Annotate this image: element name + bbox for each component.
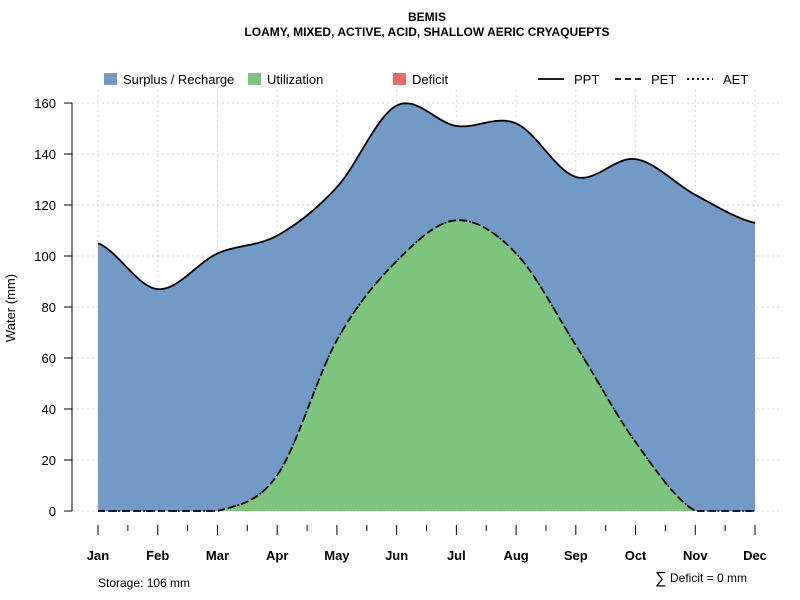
legend-label: Utilization xyxy=(267,72,323,87)
pet-line xyxy=(98,219,755,512)
legend-swatch xyxy=(393,73,406,85)
utilization-area xyxy=(98,220,755,511)
legend-swatch xyxy=(104,73,117,85)
deficit-note: Deficit = 0 mm xyxy=(670,571,747,585)
chart-areas xyxy=(98,103,755,512)
chart-legend: Surplus / Recharge Utilization Deficit PPT P… xyxy=(104,72,748,87)
x-tick-label: Oct xyxy=(625,548,647,563)
legend-label: Deficit xyxy=(412,72,449,87)
x-tick-label: Dec xyxy=(743,548,767,563)
y-tick-label: 140 xyxy=(34,147,56,162)
x-tick-label: Mar xyxy=(206,548,229,563)
y-tick-label: 120 xyxy=(34,198,56,213)
x-tick-label: Jul xyxy=(447,548,466,563)
y-tick-label: 40 xyxy=(42,402,56,417)
y-tick-label: 60 xyxy=(42,351,56,366)
legend-label: Surplus / Recharge xyxy=(123,72,234,87)
y-axis: 0 20 40 60 80 100 120 140 160 xyxy=(34,96,73,519)
legend-label: PPT xyxy=(574,72,599,87)
deficit-sigma-icon: ∑ xyxy=(655,570,666,587)
x-tick-label: Aug xyxy=(503,548,528,563)
ppt-line xyxy=(97,102,756,291)
x-tick-label: Apr xyxy=(266,548,288,563)
storage-note: Storage: 106 mm xyxy=(98,576,190,590)
chart-title: BEMIS xyxy=(408,10,446,24)
x-tick-label: Nov xyxy=(683,548,708,563)
chart-lines xyxy=(97,102,756,512)
y-tick-label: 160 xyxy=(34,96,56,111)
x-axis: Jan Feb Mar Apr May Jun Jul Aug Sep Oct Nov Dec xyxy=(87,525,767,563)
x-tick-label: Jan xyxy=(87,548,109,563)
x-tick-label: Sep xyxy=(564,548,588,563)
x-tick-label: Feb xyxy=(146,548,169,563)
y-tick-label: 0 xyxy=(49,504,56,519)
y-tick-label: 20 xyxy=(42,453,56,468)
legend-swatch xyxy=(248,73,261,85)
x-tick-label: Jun xyxy=(385,548,408,563)
x-tick-label: May xyxy=(324,548,350,563)
y-tick-label: 80 xyxy=(42,300,56,315)
y-tick-label: 100 xyxy=(34,249,56,264)
legend-label: AET xyxy=(723,72,748,87)
chart-subtitle: LOAMY, MIXED, ACTIVE, ACID, SHALLOW AERI… xyxy=(244,25,609,39)
y-axis-label: Water (mm) xyxy=(3,274,18,342)
legend-label: PET xyxy=(651,72,676,87)
